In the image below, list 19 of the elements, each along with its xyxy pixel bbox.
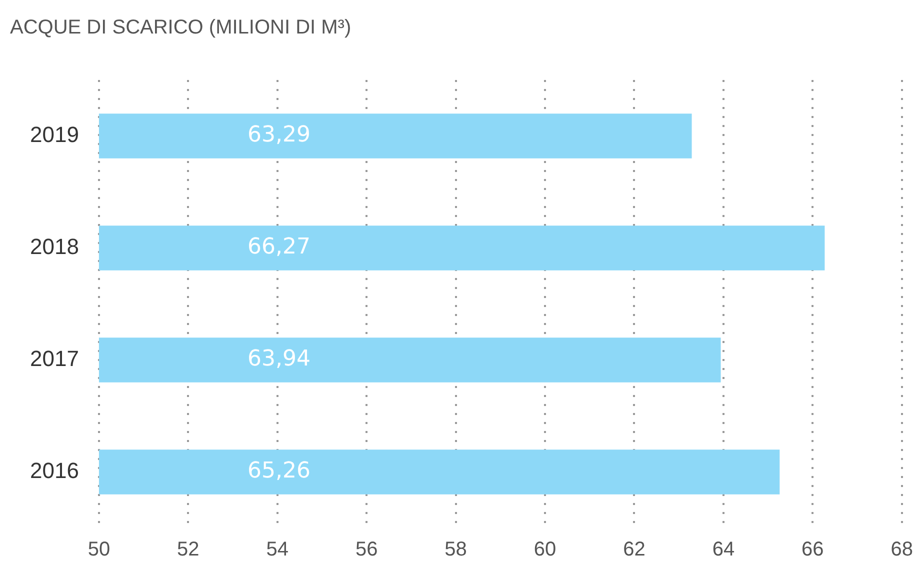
y-tick-label: 2016: [30, 458, 79, 484]
data-label: 66,27: [247, 234, 310, 260]
data-label: 65,26: [247, 458, 310, 484]
y-tick-label: 2017: [30, 346, 79, 372]
x-tick-label: 62: [623, 538, 646, 561]
x-tick-label: 52: [177, 538, 200, 561]
x-tick-label: 66: [802, 538, 824, 561]
x-tick-label: 60: [534, 538, 556, 561]
data-label: 63,29: [247, 122, 310, 148]
x-tick-label: 50: [88, 538, 110, 561]
x-tick-label: 58: [444, 538, 467, 561]
chart-title: ACQUE DI SCARICO (MILIONI DI M³): [10, 16, 352, 39]
y-tick-label: 2019: [30, 122, 79, 148]
data-label: 63,94: [247, 346, 310, 372]
x-tick-label: 56: [355, 538, 378, 561]
x-tick-label: 68: [890, 538, 913, 561]
x-tick-label: 54: [266, 538, 288, 561]
x-tick-label: 64: [712, 538, 735, 561]
y-tick-label: 2018: [30, 234, 79, 260]
